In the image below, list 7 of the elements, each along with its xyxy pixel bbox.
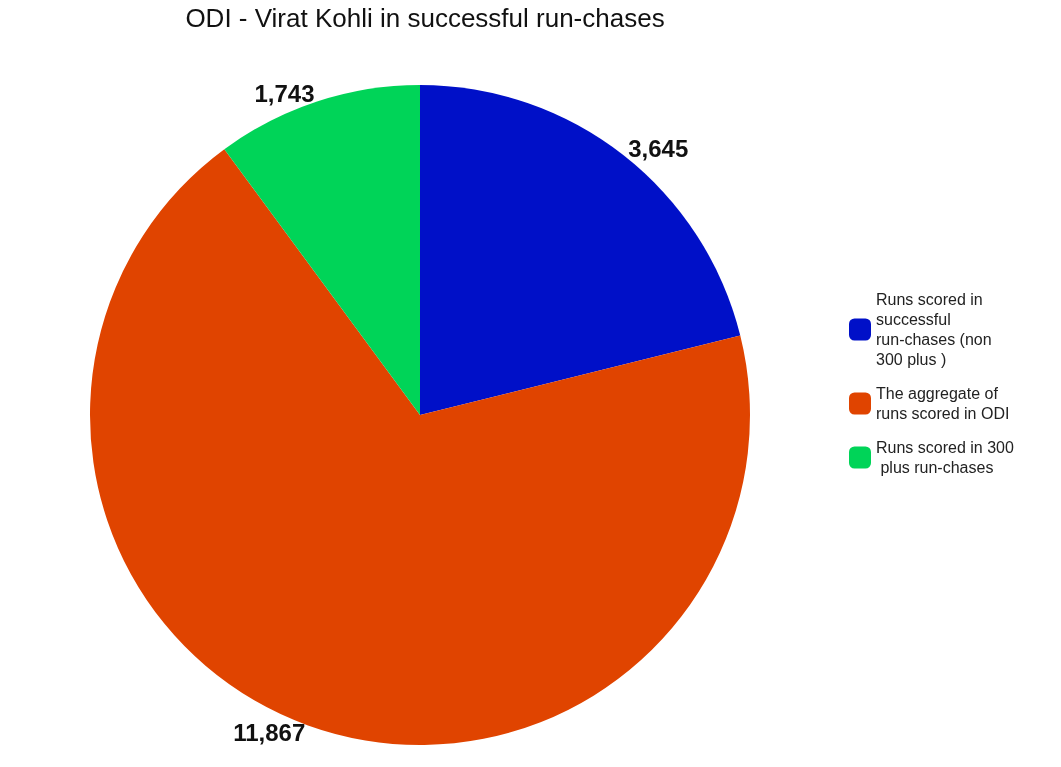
legend-label: The aggregate of runs scored in ODI	[876, 385, 1010, 422]
chart-title: ODI - Virat Kohli in successful run-chases	[185, 3, 665, 33]
legend-label: Runs scored in successful run-chases (non 300 plus )	[876, 291, 997, 368]
data-label: 3,645	[628, 135, 689, 163]
data-label: 1,743	[254, 80, 315, 108]
legend-label: Runs scored in 300 plus run-chases	[876, 439, 1014, 476]
data-label: 11,867	[233, 719, 306, 747]
